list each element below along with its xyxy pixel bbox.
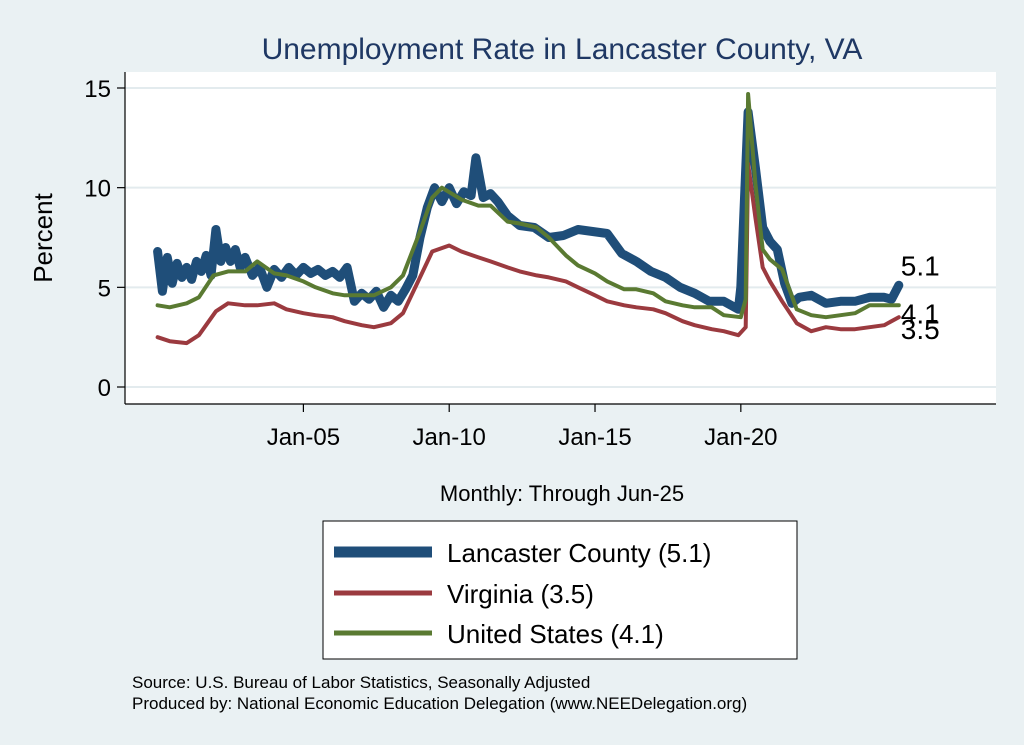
legend-label-us: United States (4.1): [447, 619, 664, 649]
legend: Lancaster County (5.1) Virginia (3.5) Un…: [322, 520, 798, 660]
end-label-lancaster: 5.1: [901, 250, 940, 281]
legend-label-lancaster: Lancaster County (5.1): [447, 538, 711, 568]
legend-box: [322, 520, 798, 660]
axes: [124, 72, 996, 405]
series-line-us: [155, 92, 901, 320]
x-axis-title: Monthly: Through Jun-25: [440, 481, 684, 506]
x-tick-label: Jan-05: [267, 424, 340, 451]
y-tick-label: 0: [98, 375, 111, 402]
y-tick-label: 10: [84, 176, 111, 203]
x-tick-label: Jan-20: [704, 424, 777, 451]
end-label-us: 4.1: [901, 298, 940, 329]
end-label-virginia: 3.5: [901, 314, 940, 345]
y-axis-title: Percent: [28, 192, 58, 282]
x-tick-label: Jan-10: [413, 424, 486, 451]
chart-title: Unemployment Rate in Lancaster County, V…: [262, 33, 863, 66]
tick-labels: 0 5 10 15 Jan-05 Jan-10 Jan-15 Jan-20: [84, 76, 777, 451]
produced-by-note: Produced by: National Economic Education…: [132, 694, 747, 713]
end-labels: 5.1 3.54.1: [901, 250, 940, 345]
x-tick-label: Jan-15: [558, 424, 631, 451]
y-tick-label: 5: [98, 275, 111, 302]
series-lines: [153, 92, 904, 346]
source-note: Source: U.S. Bureau of Labor Statistics,…: [132, 673, 590, 692]
series-line-virginia: [155, 161, 901, 346]
legend-label-virginia: Virginia (3.5): [447, 579, 594, 609]
y-tick-label: 15: [84, 76, 111, 103]
